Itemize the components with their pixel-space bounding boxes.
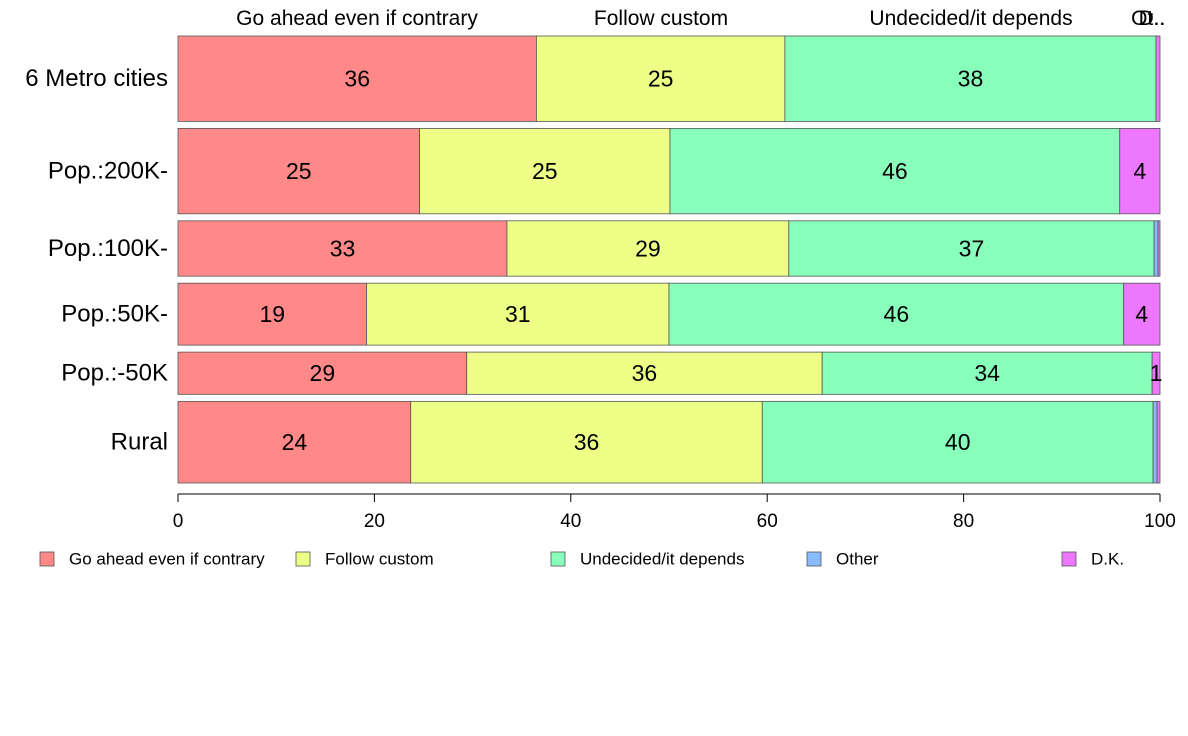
category-label: Pop.:50K-	[61, 301, 168, 328]
legend-label: Undecided/it depends	[580, 550, 744, 569]
legend-label: Follow custom	[325, 550, 434, 569]
column-header: Ot..	[1131, 7, 1165, 30]
data-label: 40	[945, 429, 971, 455]
data-label: 31	[505, 301, 531, 327]
x-tick-label: 20	[364, 511, 385, 532]
bar-segment	[410, 400, 763, 484]
bar-segment	[1155, 35, 1161, 122]
bar-segment	[366, 282, 670, 346]
legend-swatch	[295, 551, 311, 567]
bar-segment	[788, 220, 1155, 277]
bar-segment	[761, 400, 1154, 484]
data-label: 36	[632, 360, 658, 386]
category-labels: 6 Metro cities Pop.:200K- Pop.:100K- Pop.:5…	[25, 65, 168, 455]
x-tick-label: 100	[1144, 511, 1176, 532]
x-tick-label: 0	[173, 511, 184, 532]
data-label: 29	[310, 360, 336, 386]
legend-label: Other	[836, 550, 879, 569]
data-label: 46	[884, 301, 910, 327]
bar-segment	[668, 282, 1125, 346]
data-label: 25	[286, 158, 312, 184]
column-header: Undecided/it depends	[869, 7, 1072, 30]
data-label: 19	[259, 301, 285, 327]
bar-segment	[1151, 351, 1161, 395]
column-header: Go ahead even if contrary	[236, 7, 478, 30]
bar-segment	[1153, 220, 1159, 277]
bar-segment	[419, 128, 671, 215]
column-header: D..	[1139, 7, 1166, 30]
bar-segment	[506, 220, 790, 277]
bar-segment	[1123, 282, 1161, 346]
legend-label: D.K.	[1091, 550, 1124, 569]
data-label: 25	[532, 158, 558, 184]
legend-swatch	[806, 551, 822, 567]
legend-label: Go ahead even if contrary	[69, 550, 265, 569]
category-label: 6 Metro cities	[25, 65, 168, 92]
data-label: 33	[330, 235, 356, 261]
data-label: 1	[1150, 360, 1163, 386]
data-label: 25	[648, 66, 674, 92]
bar-segment	[177, 220, 508, 277]
bar-segment	[177, 282, 367, 346]
bar-segment	[1156, 400, 1161, 484]
category-label: Rural	[111, 429, 168, 456]
legend-swatch	[39, 551, 55, 567]
category-label: Pop.:200K-	[48, 158, 168, 185]
category-label: Pop.:-50K	[61, 360, 168, 387]
data-label: 46	[882, 158, 908, 184]
column-header-labels: Go ahead even if contrary Follow custom Un…	[236, 7, 1165, 30]
data-label: 34	[974, 360, 1000, 386]
data-label: 29	[635, 235, 661, 261]
bar-segment	[1152, 400, 1158, 484]
data-label: 4	[1133, 158, 1146, 184]
bar-segment	[669, 128, 1121, 215]
data-label: 36	[344, 66, 370, 92]
legend-swatch	[1061, 551, 1077, 567]
legend: Go ahead even if contrary Follow custom Un…	[39, 550, 1124, 569]
data-label: 38	[958, 66, 984, 92]
x-tick-label: 40	[560, 511, 581, 532]
x-axis: 0 20 40 60 80 100	[173, 493, 1176, 532]
bar-segment	[536, 35, 786, 122]
legend-swatch	[550, 551, 566, 567]
bar-segment	[1119, 128, 1161, 215]
column-header: Follow custom	[594, 7, 728, 30]
x-tick-label: 80	[953, 511, 974, 532]
bar-segment	[177, 128, 420, 215]
data-label: 36	[574, 429, 600, 455]
category-label: Pop.:100K-	[48, 235, 168, 262]
bar-area: 36 25 38 25 25 46 4 33 29 37 19 31 46 4 29 36 34 1 24 36 40	[177, 35, 1163, 484]
data-label: 37	[959, 235, 985, 261]
data-label: 24	[282, 429, 308, 455]
bar-segment	[1157, 220, 1161, 277]
x-tick-label: 60	[757, 511, 778, 532]
bar-segment	[177, 351, 468, 395]
data-label: 4	[1135, 301, 1148, 327]
bar-segment	[177, 400, 412, 484]
